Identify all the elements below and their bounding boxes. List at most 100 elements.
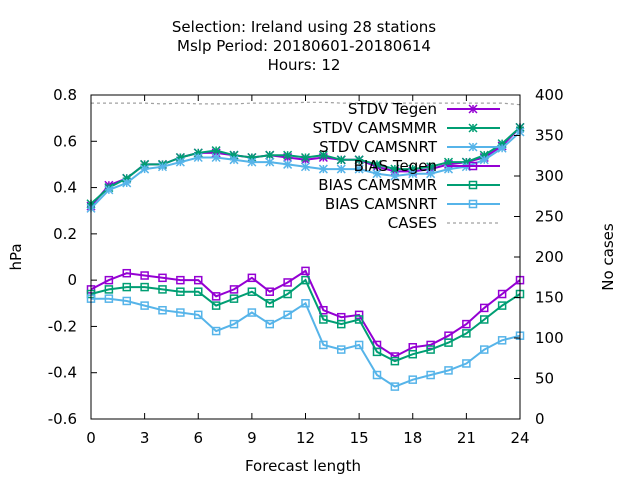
series-line-bias-camsmmr <box>90 278 521 363</box>
data-point <box>426 345 435 354</box>
data-point <box>283 150 293 160</box>
data-point <box>444 338 453 347</box>
data-point <box>140 301 149 310</box>
y-tick-label: 0.2 <box>53 225 77 243</box>
data-point <box>265 157 275 167</box>
data-point <box>480 303 489 313</box>
data-point <box>158 285 167 294</box>
data-point <box>372 159 382 169</box>
data-point <box>426 370 435 380</box>
y2-tick-label: 400 <box>535 86 564 104</box>
data-point <box>211 292 221 301</box>
series-line-cases <box>91 101 521 106</box>
data-point <box>122 296 131 306</box>
data-point <box>319 315 328 324</box>
data-point <box>194 310 203 320</box>
data-point <box>104 294 114 303</box>
x-tick-label: 15 <box>350 429 369 447</box>
y-tick-label: -0.4 <box>48 364 77 382</box>
data-point <box>390 164 400 174</box>
data-point <box>390 171 400 181</box>
legend-label: BIAS CAMSNRT <box>325 195 438 213</box>
axes: 0 3 6 9 12 15 18 21 24 -0.6 -0.4 -0.2 0 0.2 0.4 0.6 0.8 0… <box>48 86 564 447</box>
legend-label: STDV CAMSMMR <box>312 119 437 137</box>
data-point <box>319 340 328 350</box>
y2-tick-label: 50 <box>535 370 554 388</box>
data-point <box>229 155 239 165</box>
data-point <box>337 345 346 354</box>
data-point <box>480 315 489 324</box>
data-point <box>479 150 489 160</box>
y2-tick-label: 200 <box>535 248 564 266</box>
data-point <box>301 299 310 308</box>
y2-axis-label: No cases <box>599 223 617 291</box>
data-point <box>104 275 114 285</box>
series-line-bias-camsnrt <box>91 297 521 388</box>
legend-item-stdv-camsmmr: STDV CAMSMMR <box>312 119 500 137</box>
data-point <box>158 273 167 283</box>
data-point <box>247 287 257 296</box>
data-point <box>211 326 221 336</box>
data-point <box>175 157 185 167</box>
x-tick-label: 9 <box>247 429 257 447</box>
data-point <box>480 345 489 354</box>
series-cases <box>91 101 521 106</box>
data-point <box>300 162 311 172</box>
y2-tick-label: 100 <box>535 329 564 347</box>
y-axis-label: hPa <box>7 243 25 270</box>
legend-label: CASES <box>388 214 437 232</box>
data-point <box>497 143 507 153</box>
data-point <box>372 169 382 179</box>
plot-frame <box>90 94 521 420</box>
data-point <box>265 287 274 296</box>
series-bias-camsnrt <box>86 294 525 391</box>
data-point <box>283 289 292 299</box>
legend-label: BIAS Tegen <box>354 157 437 175</box>
title-line-1: Selection: Ireland using 28 stations <box>172 18 436 36</box>
data-point <box>158 305 167 315</box>
legend-marker <box>468 199 478 209</box>
data-point <box>426 169 436 179</box>
data-point <box>265 319 274 329</box>
data-point <box>229 285 239 294</box>
series-stdv-camsnrt <box>86 127 525 213</box>
legend-item-stdv-camsnrt: STDV CAMSNRT <box>319 138 500 156</box>
legend-item-cases: CASES <box>388 214 500 232</box>
data-point <box>444 366 453 375</box>
data-point <box>390 382 400 391</box>
legend-label: BIAS CAMSMMR <box>318 176 437 194</box>
data-point <box>229 294 239 303</box>
data-point <box>122 178 132 188</box>
data-point <box>497 289 507 299</box>
data-point <box>497 336 507 345</box>
data-point <box>301 266 310 276</box>
data-point <box>193 152 203 163</box>
legend-item-bias-camsmmr: BIAS CAMSMMR <box>318 176 500 194</box>
data-point <box>247 157 257 167</box>
data-point <box>194 287 203 296</box>
data-point <box>301 275 310 285</box>
data-point <box>462 359 471 368</box>
x-tick-label: 6 <box>193 429 203 447</box>
data-point <box>140 164 150 174</box>
data-point <box>122 282 131 292</box>
legend-marker <box>468 104 478 114</box>
data-point <box>140 282 149 292</box>
data-point <box>354 164 364 174</box>
data-point <box>426 340 435 350</box>
data-point <box>390 356 400 366</box>
x-tick-label: 18 <box>403 429 422 447</box>
data-point <box>247 308 257 317</box>
x-axis-label: Forecast length <box>245 457 361 475</box>
data-point <box>354 340 364 350</box>
series-line-bias-tegen <box>90 269 521 358</box>
data-point <box>122 268 131 278</box>
x-tick-label: 12 <box>296 429 315 447</box>
data-point <box>229 319 239 329</box>
legend-label: STDV Tegen <box>348 100 437 118</box>
data-point <box>408 375 417 384</box>
data-point <box>479 155 489 165</box>
x-tick-label: 24 <box>510 429 529 447</box>
data-point <box>354 315 364 324</box>
